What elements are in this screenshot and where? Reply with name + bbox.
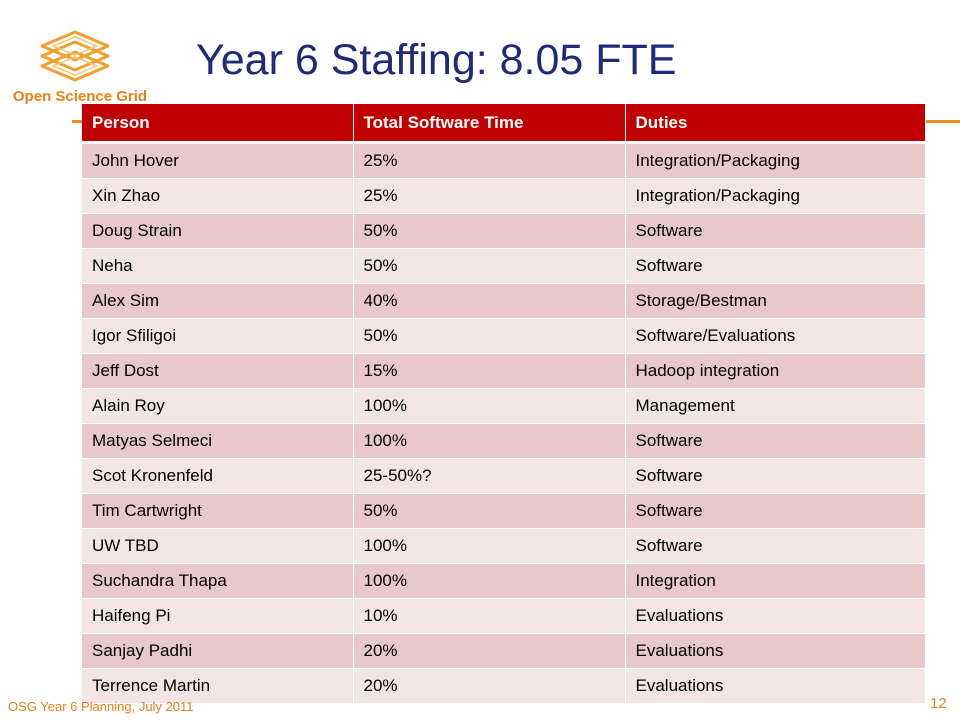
table-row: Alex Sim 40% Storage/Bestman [82,283,926,319]
cell-person: UW TBD [82,528,354,564]
divider-right [924,120,960,123]
cell-software-time: 15% [353,353,626,389]
osg-logo: Open Science Grid [8,28,147,106]
cell-duties: Evaluations [625,668,926,704]
cell-software-time: 50% [353,213,626,249]
cell-duties: Integration/Packaging [625,178,926,214]
cell-duties: Software [625,423,926,459]
header-person: Person [82,104,354,144]
cell-person: Matyas Selmeci [82,423,354,459]
slide-footer: OSG Year 6 Planning, July 2011 [8,699,194,714]
cell-duties: Management [625,388,926,424]
table-header-row: Person Total Software Time Duties [82,104,926,144]
table-row: Scot Kronenfeld 25-50%? Software [82,458,926,494]
cell-person: Jeff Dost [82,353,354,389]
cell-person: Scot Kronenfeld [82,458,354,494]
table-row: Tim Cartwright 50% Software [82,493,926,529]
cell-duties: Integration/Packaging [625,142,926,179]
cell-duties: Software [625,528,926,564]
cell-person: Neha [82,248,354,284]
header-software-time: Total Software Time [353,104,626,144]
cell-person: Doug Strain [82,213,354,249]
cell-person: Tim Cartwright [82,493,354,529]
table-row: Doug Strain 50% Software [82,213,926,249]
cell-duties: Evaluations [625,633,926,669]
cell-software-time: 100% [353,388,626,424]
table-row: Matyas Selmeci 100% Software [82,423,926,459]
cell-software-time: 25% [353,178,626,214]
cell-software-time: 100% [353,563,626,599]
logo-text: Open Science Grid [12,88,148,105]
cell-person: Terrence Martin [82,668,354,704]
cell-duties: Software [625,493,926,529]
cell-software-time: 20% [353,668,626,704]
cell-person: Suchandra Thapa [82,563,354,599]
cell-person: Xin Zhao [82,178,354,214]
cell-person: Alex Sim [82,283,354,319]
cell-software-time: 100% [353,528,626,564]
table-row: Suchandra Thapa 100% Integration [82,563,926,599]
cell-software-time: 50% [353,318,626,354]
table-row: John Hover 25% Integration/Packaging [82,142,926,179]
table-row: Terrence Martin 20% Evaluations [82,668,926,704]
cell-duties: Software [625,458,926,494]
cell-software-time: 10% [353,598,626,634]
table-row: Sanjay Padhi 20% Evaluations [82,633,926,669]
cell-software-time: 100% [353,423,626,459]
staffing-table: Person Total Software Time Duties John H… [82,104,926,704]
cell-duties: Evaluations [625,598,926,634]
cell-duties: Hadoop integration [625,353,926,389]
table-row: Igor Sfiligoi 50% Software/Evaluations [82,318,926,354]
cell-person: Alain Roy [82,388,354,424]
cell-software-time: 20% [353,633,626,669]
table-row: Neha 50% Software [82,248,926,284]
cell-person: Haifeng Pi [82,598,354,634]
cell-duties: Integration [625,563,926,599]
page-number: 12 [930,695,947,712]
header-duties: Duties [625,104,926,144]
osg-logo-icon [40,30,110,82]
table-row: Xin Zhao 25% Integration/Packaging [82,178,926,214]
table-row: Alain Roy 100% Management [82,388,926,424]
table-row: Jeff Dost 15% Hadoop integration [82,353,926,389]
cell-software-time: 50% [353,493,626,529]
cell-software-time: 25-50%? [353,458,626,494]
cell-duties: Software/Evaluations [625,318,926,354]
table-row: UW TBD 100% Software [82,528,926,564]
cell-software-time: 25% [353,142,626,179]
cell-software-time: 50% [353,248,626,284]
cell-person: Igor Sfiligoi [82,318,354,354]
cell-duties: Software [625,213,926,249]
cell-duties: Storage/Bestman [625,283,926,319]
divider-left [72,120,82,123]
cell-software-time: 40% [353,283,626,319]
cell-duties: Software [625,248,926,284]
cell-person: John Hover [82,142,354,179]
slide-title: Year 6 Staffing: 8.05 FTE [196,36,677,84]
cell-person: Sanjay Padhi [82,633,354,669]
table-row: Haifeng Pi 10% Evaluations [82,598,926,634]
